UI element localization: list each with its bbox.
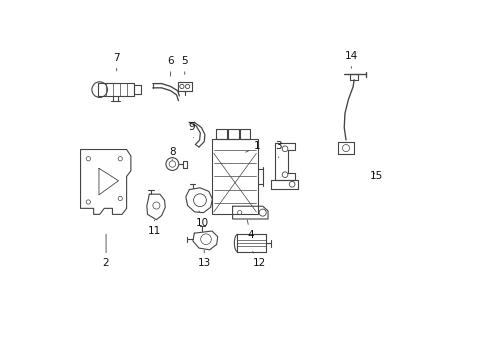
Text: 12: 12 [252, 252, 266, 268]
Text: 11: 11 [148, 220, 161, 237]
Text: 2: 2 [103, 234, 109, 268]
Text: 4: 4 [247, 220, 254, 240]
Text: 9: 9 [189, 122, 195, 138]
Text: 8: 8 [169, 147, 175, 161]
Text: 6: 6 [167, 56, 174, 76]
Text: 15: 15 [369, 171, 383, 181]
Text: 3: 3 [275, 141, 282, 158]
Text: 1: 1 [245, 141, 261, 152]
Text: 14: 14 [344, 51, 358, 68]
Text: 5: 5 [181, 56, 188, 75]
Text: 13: 13 [197, 250, 211, 268]
Text: 7: 7 [113, 53, 120, 71]
Text: 10: 10 [196, 211, 209, 228]
